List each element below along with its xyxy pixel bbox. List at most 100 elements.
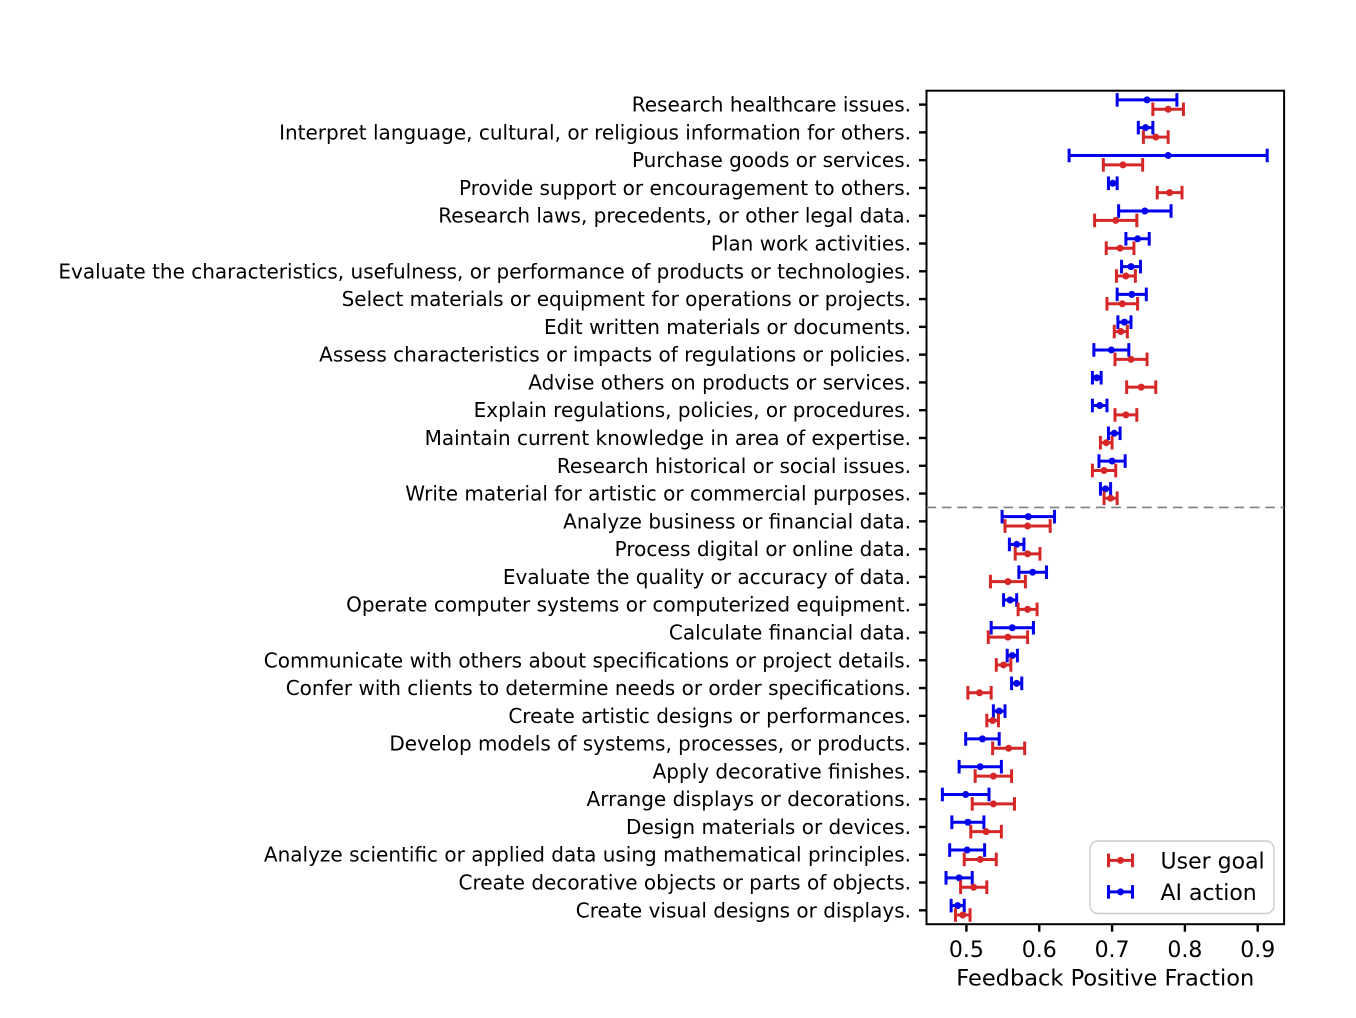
errorbar-user-goal-marker <box>1137 383 1145 391</box>
legend-label: User goal <box>1161 850 1265 875</box>
errorbar-user-goal-marker <box>1122 411 1130 419</box>
errorbar-ai-action-marker <box>995 707 1003 715</box>
series-ai-action <box>940 93 1269 913</box>
series-user-goal <box>953 102 1185 922</box>
errorbar-ai-action-marker <box>1013 540 1021 548</box>
errorbar-user-goal-marker <box>1024 605 1032 613</box>
legend-label: AI action <box>1161 881 1257 906</box>
legend-item-user-goal: User goal <box>1107 850 1265 875</box>
category-label: Calculate financial data. <box>669 620 911 644</box>
category-label: Operate computer systems or computerized… <box>346 593 911 617</box>
category-label: Research laws, precedents, or other lega… <box>438 204 911 228</box>
x-tick-label: 0.6 <box>1022 938 1057 963</box>
category-label: Apply decorative finishes. <box>653 759 911 783</box>
category-label: Communicate with others about specificat… <box>264 648 911 672</box>
errorbar-user-goal-marker <box>1112 216 1120 224</box>
errorbar-ai-action-marker <box>1102 485 1110 493</box>
errorbar-ai-action-marker <box>963 846 971 854</box>
errorbar-ai-action-marker <box>1164 151 1172 159</box>
errorbar-user-goal-marker <box>1152 133 1160 141</box>
errorbar-user-goal-marker <box>1122 272 1130 280</box>
legend-box <box>1089 840 1275 915</box>
errorbar-ai-action-marker <box>1109 179 1117 187</box>
category-label: Write material for artistic or commercia… <box>405 482 911 506</box>
category-label: Create artistic designs or performances. <box>508 704 911 728</box>
y-axis: Research healthcare issues. Interpret lan… <box>58 93 927 922</box>
category-label: Create decorative objects or parts of ob… <box>459 871 911 895</box>
category-label: Research historical or social issues. <box>557 454 911 478</box>
errorbar-user-goal-marker <box>1024 522 1032 530</box>
legend: User goal AI action <box>1089 840 1275 915</box>
errorbar-user-goal-marker <box>989 772 997 780</box>
errorbar-user-goal-marker <box>989 717 997 725</box>
category-label: Evaluate the quality or accuracy of data… <box>503 565 911 589</box>
legend-item-ai-action: AI action <box>1107 881 1257 906</box>
errorbar-ai-action-marker <box>1029 568 1037 576</box>
errorbar-ai-action-marker <box>1128 290 1136 298</box>
x-tick-label: 0.5 <box>949 938 984 963</box>
errorbar-user-goal-marker <box>989 800 997 808</box>
errorbar-ai-action-marker <box>976 763 984 771</box>
errorbar-user-goal-marker <box>1107 494 1115 502</box>
x-tick-label: 0.7 <box>1095 938 1130 963</box>
errorbar-ai-action-marker <box>1127 263 1135 271</box>
category-label: Maintain current knowledge in area of ex… <box>425 426 911 450</box>
errorbar-user-goal-marker <box>1100 466 1108 474</box>
errorbar-ai-action-marker <box>1096 402 1104 410</box>
errorbar-user-goal-marker <box>1024 550 1032 558</box>
category-label: Edit written materials or documents. <box>544 315 911 339</box>
category-label: Assess characteristics or impacts of reg… <box>319 343 911 367</box>
category-label: Confer with clients to determine needs o… <box>286 676 911 700</box>
errorbar-ai-action-marker <box>1142 124 1150 132</box>
category-label: Process digital or online data. <box>615 537 911 561</box>
category-label: Analyze business or financial data. <box>563 509 911 533</box>
errorbar-ai-action-marker <box>1134 235 1142 243</box>
errorbar-user-goal-marker <box>970 883 978 891</box>
errorbar-user-goal-marker <box>1117 328 1125 336</box>
errorbar-user-goal-marker <box>1004 578 1012 586</box>
x-tick-label: 0.9 <box>1240 938 1275 963</box>
errorbar-user-goal-marker <box>1164 105 1172 113</box>
errorbar-ai-action-marker <box>1013 679 1021 687</box>
errorbar-ai-action-marker <box>1008 652 1016 660</box>
category-label: Analyze scientific or applied data using… <box>264 843 911 867</box>
errorbar-user-goal-marker <box>1000 661 1008 669</box>
errorbar-ai-action-marker <box>1006 596 1014 604</box>
errorbar-ai-action-marker <box>1108 457 1116 465</box>
x-axis: 0.5 0.6 0.7 0.8 0.9 <box>949 924 1275 963</box>
errorbar-ai-action-marker <box>1120 318 1128 326</box>
errorbar-ai-action-marker <box>962 790 970 798</box>
x-axis-title: Feedback Positive Fraction <box>956 966 1254 992</box>
errorbar-user-goal-marker <box>1127 355 1135 363</box>
errorbar-ai-action-marker <box>1143 96 1151 104</box>
category-label: Explain regulations, policies, or proced… <box>474 398 911 422</box>
errorbar-user-goal-marker <box>976 689 984 697</box>
errorbar-user-goal-marker <box>1004 633 1012 641</box>
x-tick-label: 0.8 <box>1167 938 1202 963</box>
errorbar-user-goal-marker <box>976 855 984 863</box>
category-label: Research healthcare issues. <box>632 93 911 117</box>
errorbar-ai-action-marker <box>1110 429 1118 437</box>
errorbar-user-goal-marker <box>1116 244 1124 252</box>
errorbar-ai-action-marker <box>1093 374 1101 382</box>
category-label: Design materials or devices. <box>626 815 911 839</box>
category-label: Purchase goods or services. <box>632 148 911 172</box>
legend-sample-marker <box>1117 856 1124 864</box>
category-label: Plan work activities. <box>711 232 911 256</box>
category-label: Develop models of systems, processes, or… <box>389 732 911 756</box>
errorbar-ai-action-marker <box>954 902 962 910</box>
errorbar-ai-action-marker <box>978 735 986 743</box>
legend-sample-marker <box>1117 888 1124 896</box>
category-label: Arrange displays or decorations. <box>587 787 911 811</box>
errorbar-user-goal-marker <box>1119 161 1127 169</box>
category-label: Select materials or equipment for operat… <box>342 287 911 311</box>
errorbar-user-goal-marker <box>1166 189 1174 197</box>
errorbar-ai-action-marker <box>1008 624 1016 632</box>
category-label: Provide support or encouragement to othe… <box>459 176 911 200</box>
category-label: Advise others on products or services. <box>528 370 911 394</box>
errorbar-user-goal-marker <box>1005 744 1013 752</box>
errorbar-user-goal-marker <box>982 828 990 836</box>
errorbar-ai-action-marker <box>964 818 972 826</box>
